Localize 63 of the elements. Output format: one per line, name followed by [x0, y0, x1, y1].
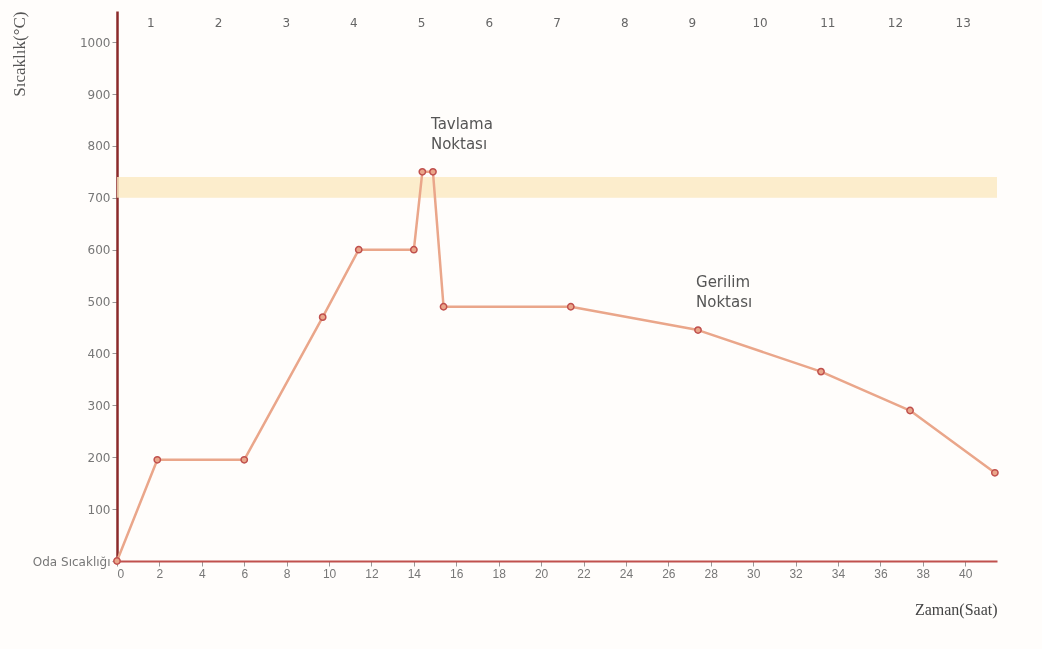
point	[318, 313, 327, 322]
annotation: 11	[820, 16, 836, 30]
x-axis-title: Zaman(Saat)	[914, 600, 998, 619]
x-tick-label: 20	[534, 566, 549, 581]
point	[694, 326, 702, 335]
y-tick-label: 200	[87, 450, 111, 465]
y-tick-label: 500	[87, 295, 111, 310]
x-tick-label: 30	[746, 566, 761, 581]
y-tick-label: 400	[87, 346, 111, 361]
y-tick-label: 700	[87, 191, 111, 206]
point	[906, 406, 914, 415]
point	[429, 167, 437, 176]
y-tick-label: Oda Sıcaklığı	[32, 554, 111, 569]
x-tick-label: 22	[577, 566, 591, 581]
point	[113, 557, 121, 565]
x-tick-label: 8	[283, 566, 291, 581]
annotation: 4	[350, 16, 358, 30]
annotation: 1	[147, 16, 155, 30]
point	[153, 455, 162, 464]
x-tick-label: 10	[322, 566, 337, 581]
annotation: Tavlama Noktası	[429, 114, 493, 153]
point	[409, 245, 418, 254]
x-tick-label: 6	[241, 566, 249, 581]
x-tick-label: 40	[959, 566, 973, 581]
y-tick-label: 300	[87, 398, 111, 413]
x-tick-label: 36	[874, 566, 888, 581]
x-tick-label: 0	[117, 566, 125, 581]
x-tick-label: 4	[198, 566, 206, 581]
annotation: 13	[955, 16, 971, 30]
y-tick-label: 100	[87, 502, 111, 517]
point	[418, 167, 427, 176]
point	[817, 367, 825, 376]
y-tick-label: 1000	[79, 35, 111, 50]
annotation: 3	[282, 16, 291, 30]
y-tick-label: 900	[87, 87, 111, 102]
x-tick-label: 2	[156, 566, 164, 581]
point	[990, 468, 999, 477]
x-tick-label: 38	[916, 566, 931, 581]
annotation: 8	[620, 16, 629, 30]
point	[354, 245, 363, 254]
x-tick-label: 34	[831, 566, 846, 581]
point	[566, 302, 575, 311]
annotation: 12	[887, 16, 904, 30]
x-tick-label: 28	[704, 566, 719, 581]
annotation: 2	[214, 16, 223, 30]
point	[439, 302, 448, 311]
annotation: 5	[417, 16, 426, 30]
annotation: 6	[485, 16, 494, 30]
annotation: 10	[752, 16, 768, 30]
annotation: 7	[553, 16, 561, 30]
y-axis-title: Sıcaklık(°C)	[9, 11, 29, 97]
x-tick-label: 18	[492, 566, 507, 581]
x-tick-label: 32	[789, 566, 804, 581]
x-tick-label: 26	[662, 566, 676, 581]
x-tick-label: 16	[450, 566, 464, 581]
y-tick-label: 800	[87, 139, 111, 154]
x-tick-label: 14	[407, 566, 422, 581]
annotation: Gerilim Noktası	[696, 273, 753, 312]
x-tick-label: 24	[619, 566, 634, 581]
y-tick-label: 600	[87, 243, 111, 258]
point	[240, 455, 249, 464]
x-tick-label: 12	[365, 566, 379, 581]
annotation: 9	[688, 16, 697, 30]
